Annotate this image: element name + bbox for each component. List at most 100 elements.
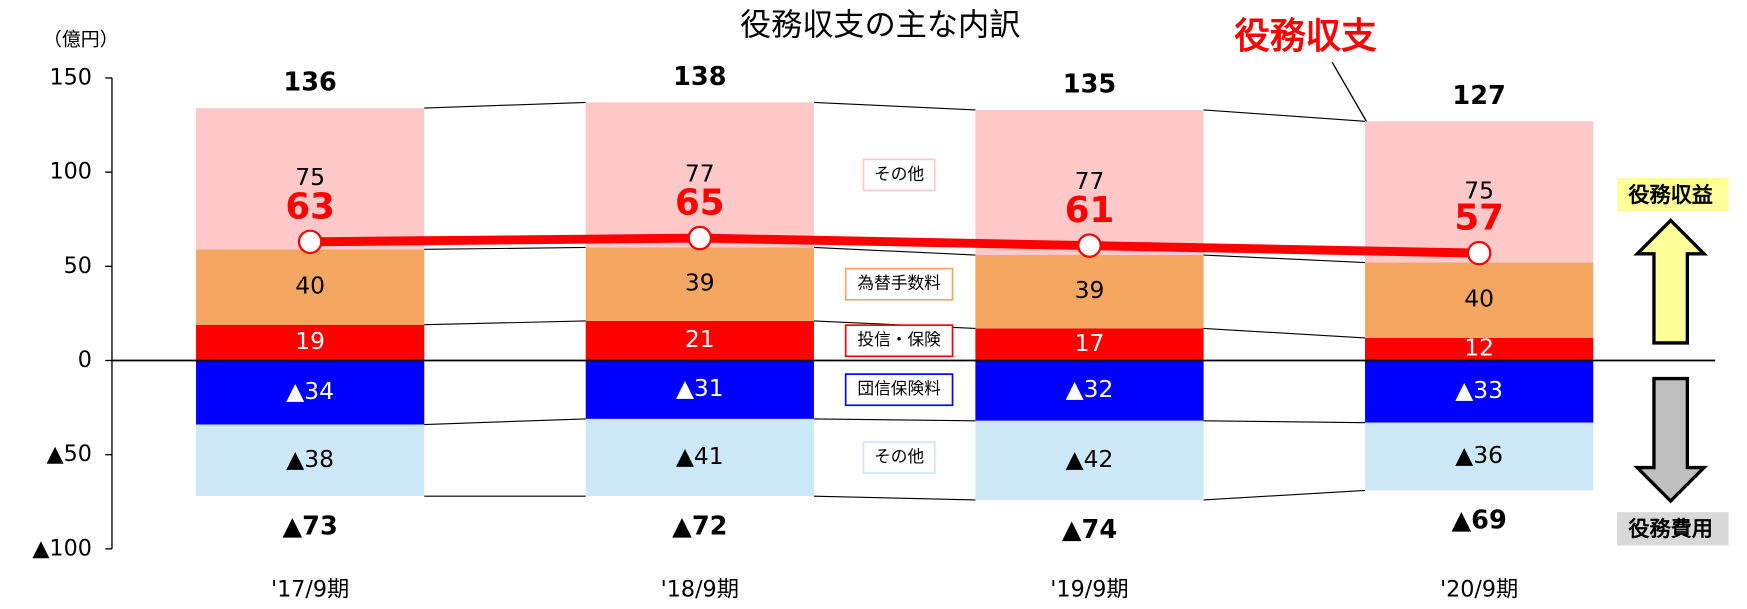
segment-label: 77 [685,159,715,187]
line-label: 63 [285,186,335,227]
line-point [1077,233,1102,258]
connector [1203,327,1366,339]
x-tick-label: '18/9期 [661,577,739,603]
bar-segment [196,424,425,497]
legend-box [844,267,954,301]
connector [1203,420,1366,424]
y-tick-label: 0 [78,347,92,373]
bar-segment [975,420,1204,500]
bar-segment [196,249,425,325]
legend-box [862,158,936,192]
line-annotation: 役務収支 [1234,16,1377,57]
y-tick-label: 150 [49,64,91,90]
income-label-bg [1617,178,1729,212]
connector [424,101,586,109]
connector [424,320,586,326]
segment-label: 39 [1075,276,1105,304]
connector [813,495,976,501]
line-point [297,229,323,255]
legend-label: その他 [874,163,924,183]
bar-segment [1365,121,1594,263]
total-label: ▲74 [1062,515,1117,545]
x-tick-label: '20/9期 [1440,577,1518,603]
segment-label: 39 [685,269,715,297]
connector [424,246,586,250]
segment-label: ▲41 [676,442,724,470]
bar-segment [585,102,814,248]
total-label: 138 [673,62,726,92]
bar-segment [585,320,814,361]
total-label: 135 [1063,69,1116,99]
bar-segment [975,109,1204,256]
up-arrow [1633,218,1709,345]
line-label: 57 [1454,198,1504,239]
legend-box [844,324,954,358]
bar-segment [1365,360,1594,423]
line-label: 65 [675,183,725,224]
segment-label: ▲31 [676,374,724,402]
bar-segment [1365,422,1594,491]
bar-segment [975,328,1204,361]
connector [1203,109,1366,122]
segment-label: 12 [1464,334,1494,362]
legend-label: 為替手数料 [857,273,941,293]
total-label: ▲73 [282,511,337,541]
total-label: 127 [1452,81,1505,111]
segment-label: ▲34 [286,377,334,405]
bar-segment [585,247,814,321]
line-point [1466,240,1492,266]
segment-label: 40 [1464,285,1494,313]
x-tick-label: '17/9期 [271,577,349,603]
expense-label-bg [1617,512,1729,546]
segment-label: 75 [1464,176,1494,204]
connector [813,101,976,111]
y-tick-label: ▲50 [46,441,91,467]
line [310,233,1480,258]
segment-label: ▲36 [1455,441,1503,469]
segment-label: ▲42 [1066,445,1114,473]
legend-box [844,373,954,407]
segment-label: 19 [295,327,325,355]
segment-label: ▲32 [1066,375,1114,403]
connector [1203,254,1366,264]
segment-label: 40 [295,272,325,300]
total-label: 136 [283,68,336,98]
segment-label: 21 [685,325,715,353]
connector [1203,489,1366,501]
y-tick-label: 50 [64,253,92,279]
line-point [687,225,713,251]
segment-label: ▲38 [286,445,334,473]
bar-segment [975,360,1204,421]
bar-segment [196,360,425,425]
legend-label: 団信保険料 [857,378,941,398]
segment-label: 17 [1075,329,1105,357]
bar-segment [1365,337,1594,361]
total-label: ▲72 [672,511,727,541]
segment-label: 77 [1075,167,1105,195]
total-label: ▲69 [1452,506,1507,536]
y-tick-label: 100 [49,159,91,185]
income-label: 役務収益 [1628,182,1713,207]
y-tick-label: ▲100 [32,535,92,561]
segment-label: ▲33 [1455,376,1503,404]
down-arrow [1633,376,1709,504]
bar-segment [196,108,425,250]
y-unit: （億円） [43,29,119,51]
connector [813,418,976,422]
x-tick-label: '19/9期 [1050,577,1128,603]
segment-label: 75 [295,163,325,191]
line-label: 61 [1065,190,1115,231]
bar-segment [585,360,814,419]
connector [813,246,976,256]
connector [424,418,586,426]
legend-box [862,441,936,474]
bar-segment [1365,262,1594,338]
bar-segment [585,418,814,497]
legend-label: 投信・保険 [857,329,941,349]
bar-segment [975,255,1204,329]
bar-segment [196,324,425,361]
expense-label: 役務費用 [1628,516,1713,541]
legend-label: その他 [874,446,924,466]
chart-title: 役務収支の主な内訳 [740,8,1020,44]
